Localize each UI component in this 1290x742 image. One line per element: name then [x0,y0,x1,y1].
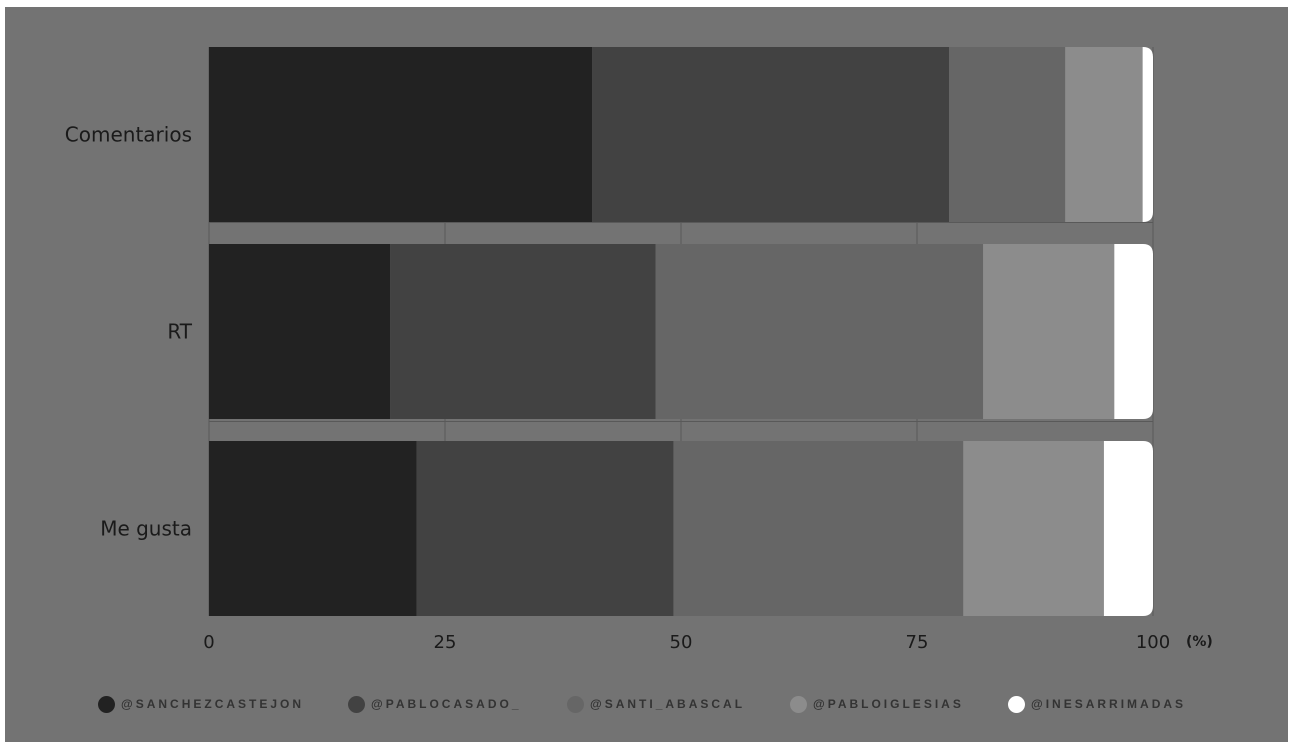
legend-swatch [348,695,365,713]
x-tick-label: 50 [670,632,693,653]
bar-me-gusta-series-3 [673,441,964,616]
legend-item: @PABLOCASADO_ [348,690,522,718]
bar-me-gusta-series-5 [1103,441,1153,616]
legend-swatch [1008,695,1025,713]
bar-rt-series-3 [655,244,984,419]
legend-swatch [98,695,115,713]
x-tick-label: 0 [203,632,214,653]
legend-item: @SANTI_ABASCAL [567,690,745,718]
bar-rt-series-2 [390,244,656,419]
bar-me-gusta-series-2 [416,441,674,616]
bar-comentarios-series-2 [592,47,950,222]
legend-item: @INESARRIMADAS [1008,690,1186,718]
bar-me-gusta-series-1 [209,441,417,616]
bar-comentarios-series-4 [1065,47,1143,222]
category-label: Me gusta [100,517,192,541]
legend-item: @PABLOIGLESIAS [790,690,964,718]
bar-comentarios-series-5 [1142,47,1153,222]
x-axis-unit-label: (%) [1186,634,1213,650]
legend-label: @INESARRIMADAS [1031,697,1187,711]
x-tick-label: 100 [1136,632,1170,653]
bar-me-gusta-series-4 [963,441,1104,616]
bar-comentarios-series-1 [209,47,593,222]
legend-label: @SANCHEZCASTEJON [121,697,305,711]
legend-swatch [567,695,584,713]
x-tick-label: 25 [434,632,457,653]
bar-comentarios-series-3 [949,47,1066,222]
legend-swatch [790,695,807,713]
x-tick-label: 75 [906,632,929,653]
category-label: Comentarios [65,123,192,147]
bar-rt-series-5 [1114,244,1153,419]
category-labels: Comentarios RT Me gusta [65,123,193,541]
bar-rt-series-1 [209,244,391,419]
legend-label: @PABLOCASADO_ [371,697,522,711]
legend-item: @SANCHEZCASTEJON [98,690,304,718]
bars [209,47,1153,616]
bar-rt-series-4 [983,244,1115,419]
category-label: RT [167,320,192,344]
legend-label: @SANTI_ABASCAL [590,697,746,711]
x-axis-ticks: 0 25 50 75 100 [203,632,1170,653]
legend: @SANCHEZCASTEJON @PABLOCASADO_ @SANTI_ABAS… [0,690,1290,718]
legend-label: @PABLOIGLESIAS [813,697,964,711]
